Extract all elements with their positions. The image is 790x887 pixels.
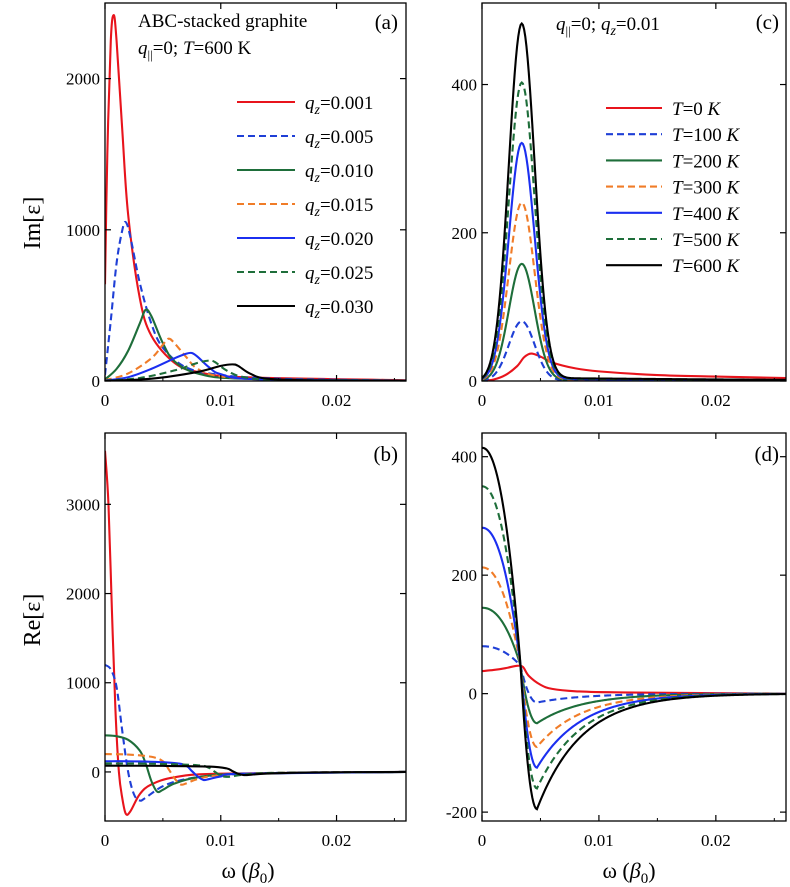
legend-label-c-3: T=200 K — [672, 151, 741, 172]
series-line-d-4 — [482, 566, 786, 749]
x-axis-label-left: ω (β0) — [221, 858, 274, 887]
series-line-a-3 — [105, 308, 406, 381]
y-tick-label-b-1: 1000 — [66, 674, 100, 693]
y-tick-label-d-1: 0 — [469, 685, 478, 704]
series-line-c-7 — [482, 21, 786, 381]
panel-label-a: (a) — [375, 10, 398, 34]
y-tick-label-b-0: 0 — [92, 763, 101, 782]
legend-label-a-2: qz=0.005 — [305, 127, 373, 152]
x-tick-label-d-2: 0.02 — [701, 831, 731, 850]
legend-label-c-4: T=300 K — [672, 178, 741, 199]
legend-label-c-2: T=100 K — [672, 125, 741, 146]
series-line-d-7 — [482, 446, 786, 811]
legends-layer: qz=0.001 qz=0.005 qz=0.010 qz=0.015 qz=0.020… — [237, 93, 741, 322]
series-line-b-5 — [105, 760, 406, 782]
x-tick-label-d-0: 0 — [478, 831, 487, 850]
y-tick-label-d-0: -200 — [446, 803, 477, 822]
panel-c-conditions: q||=0; qz=0.01 — [556, 14, 660, 39]
panel-a-title: ABC-stacked graphite — [138, 11, 307, 32]
series-line-c-6 — [482, 80, 786, 381]
series-line-a-2 — [105, 220, 406, 381]
legend-label-c-6: T=500 K — [672, 230, 741, 251]
panel-a-conditions: q||=0; T=600 K — [138, 38, 252, 62]
legend-label-c-5: T=400 K — [672, 204, 741, 225]
series-line-c-5 — [482, 141, 786, 381]
x-tick-label-c-1: 0.01 — [584, 391, 614, 410]
y-tick-label-b-2: 2000 — [66, 585, 100, 604]
x-tick-label-c-2: 0.02 — [701, 391, 731, 410]
x-tick-label-b-1: 0.01 — [206, 831, 236, 850]
legend-label-a-4: qz=0.015 — [305, 195, 373, 220]
legend-label-c-1: T=0 K — [672, 99, 722, 120]
y-tick-label-c-0: 0 — [469, 372, 478, 391]
series-line-b-4 — [105, 753, 406, 786]
legend-label-a-6: qz=0.025 — [305, 263, 373, 288]
x-axis-label-right: ω (β0) — [602, 858, 655, 887]
y-tick-label-a-0: 0 — [92, 372, 101, 391]
series-line-d-2 — [482, 645, 786, 704]
y-axis-label-re: Re[ε] — [20, 594, 46, 647]
x-tick-label-a-0: 0 — [101, 391, 110, 410]
y-tick-label-a-2: 2000 — [66, 70, 100, 89]
x-tick-label-b-0: 0 — [101, 831, 110, 850]
panel-label-d: (d) — [755, 442, 780, 466]
series-line-a-7 — [105, 363, 406, 381]
y-tick-label-a-1: 1000 — [66, 221, 100, 240]
series-line-d-1 — [482, 664, 786, 695]
legend-label-a-3: qz=0.010 — [305, 161, 373, 186]
series-line-c-1 — [482, 352, 786, 381]
series-line-d-6 — [482, 485, 786, 790]
legend-label-a-7: qz=0.030 — [305, 297, 373, 322]
legend-label-a-5: qz=0.020 — [305, 229, 373, 254]
series-line-a-6 — [105, 359, 406, 381]
x-tick-label-a-1: 0.01 — [206, 391, 236, 410]
y-tick-label-c-1: 200 — [452, 224, 478, 243]
x-tick-label-d-1: 0.01 — [584, 831, 614, 850]
plot-frame-a — [104, 2, 407, 382]
series-line-d-5 — [482, 526, 786, 770]
series-line-a-5 — [105, 351, 406, 381]
series-line-b-1 — [105, 450, 406, 816]
series-line-a-4 — [105, 337, 406, 381]
y-tick-label-d-2: 200 — [452, 566, 478, 585]
y-tick-label-d-3: 400 — [452, 448, 478, 467]
panel-label-c: (c) — [756, 10, 779, 34]
x-tick-label-c-0: 0 — [478, 391, 487, 410]
y-tick-label-b-3: 3000 — [66, 495, 100, 514]
plot-frame-d — [481, 432, 787, 822]
y-axis-label-im: Im[ε] — [20, 197, 46, 250]
x-tick-label-b-2: 0.02 — [322, 831, 352, 850]
series-line-b-7 — [105, 764, 406, 777]
plot-frame-c — [481, 2, 787, 382]
y-tick-label-c-2: 400 — [452, 76, 478, 95]
x-tick-label-a-2: 0.02 — [322, 391, 352, 410]
legend-label-c-7: T=600 K — [672, 256, 741, 277]
panel-label-b: (b) — [374, 442, 399, 466]
legend-label-a-1: qz=0.001 — [305, 93, 373, 118]
series-line-c-2 — [482, 320, 786, 381]
series-line-c-3 — [482, 262, 786, 381]
plot-frame-b — [104, 432, 407, 822]
